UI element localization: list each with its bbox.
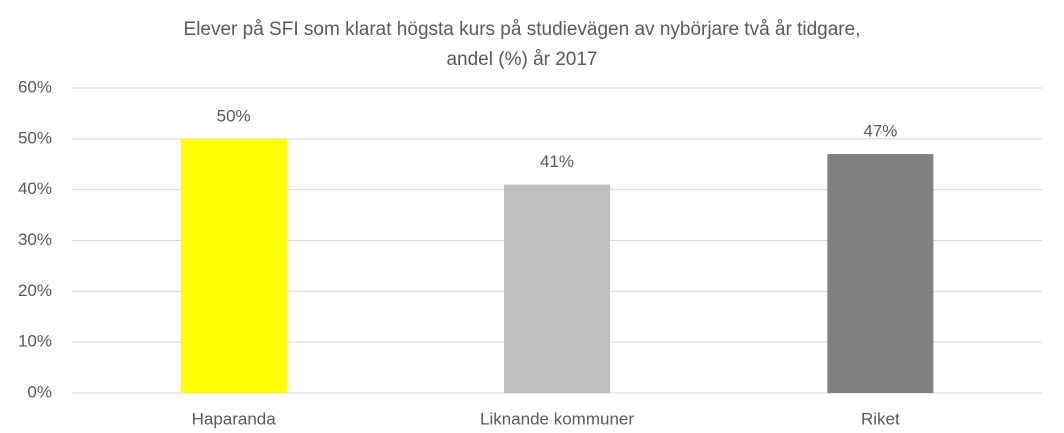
data-label: 50%	[217, 106, 251, 125]
x-tick-label: Liknande kommuner	[480, 409, 634, 428]
chart-title: Elever på SFI som klarat högsta kurs på …	[184, 19, 861, 40]
data-label: 47%	[863, 122, 897, 141]
y-tick-label: 50%	[18, 128, 52, 147]
y-tick-label: 60%	[18, 77, 52, 96]
chart-title: andel (%) år 2017	[446, 49, 597, 70]
x-tick-label: Haparanda	[192, 409, 277, 428]
y-tick-label: 0%	[27, 382, 52, 401]
x-tick-label: Riket	[861, 409, 900, 428]
data-label: 41%	[540, 152, 574, 171]
y-tick-label: 20%	[18, 281, 52, 300]
bar	[827, 154, 934, 393]
bar	[180, 138, 287, 393]
y-tick-label: 30%	[18, 230, 52, 249]
y-tick-label: 10%	[18, 332, 52, 351]
bar	[504, 184, 610, 393]
y-tick-label: 40%	[18, 179, 52, 198]
